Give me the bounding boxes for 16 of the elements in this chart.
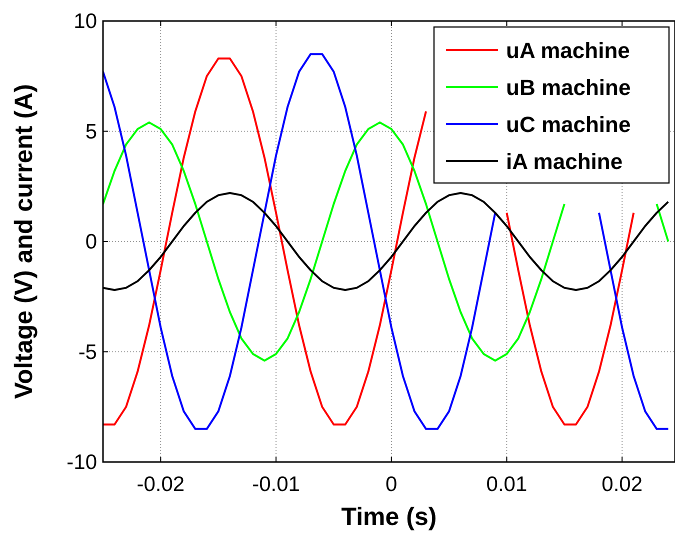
legend-label: uC machine [506,112,631,137]
x-axis-title: Time (s) [341,503,437,531]
y-axis-title: Voltage (V) and current (A) [10,84,38,399]
y-tick-label: -10 [66,451,97,474]
x-tick-label: -0.01 [252,473,300,496]
x-tick-label: 0 [386,473,398,496]
x-tick-label: -0.02 [136,473,185,496]
y-tick-label: -5 [78,340,97,364]
y-tick-label: 0 [85,230,97,254]
legend-label: uB machine [506,75,631,100]
y-tick-label: 5 [85,120,97,144]
y-tick-label: 10 [74,10,97,33]
legend-label: iA machine [506,149,623,174]
legend-label: uA machine [506,38,630,63]
x-tick-label: 0.01 [486,473,528,496]
x-tick-label: 0.02 [602,473,643,496]
